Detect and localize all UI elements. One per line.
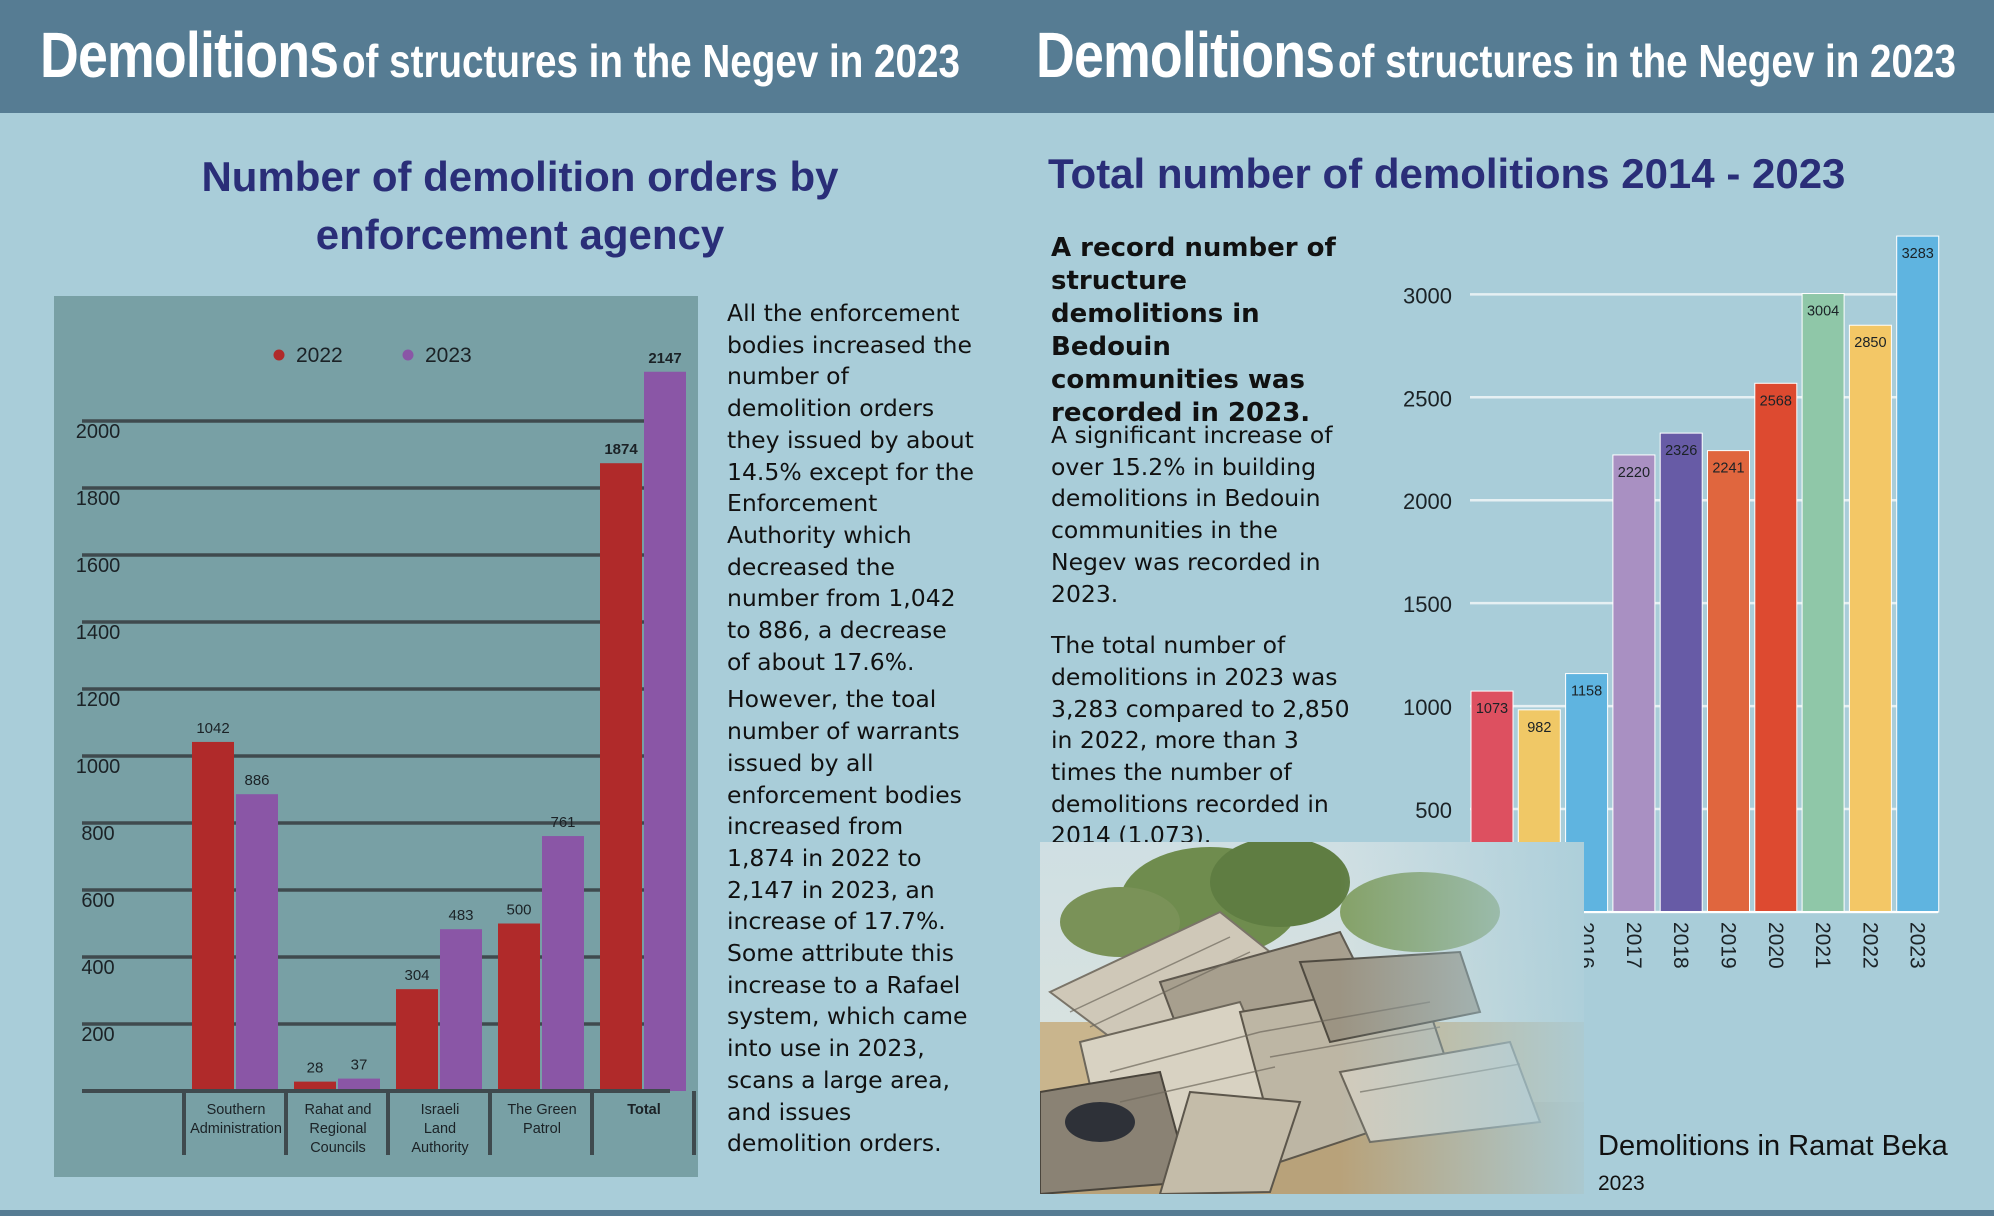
right-lead-text: A record number of structure demolitions…: [1051, 233, 1336, 428]
y-tick-label: 1500: [1403, 592, 1452, 617]
category-label: Southern: [207, 1102, 266, 1118]
left-body-text: All the enforcement bodies increased the…: [727, 298, 975, 1160]
x-tick-label: 2021: [1811, 922, 1834, 969]
header-bar: [0, 0, 1994, 113]
bar-value-label: 1158: [1571, 684, 1602, 700]
year-bar: [1612, 454, 1656, 913]
category-label: Administration: [190, 1121, 282, 1137]
y-tick-label: 2500: [1403, 386, 1452, 411]
y-tick-label: 1800: [76, 488, 121, 510]
agency-bar-chart: 200 400 600 800 1000 1200 1400 1600 1800 2000 2022…: [54, 296, 698, 1177]
year-bar: [1754, 382, 1798, 913]
left-paragraph-1: All the enforcement bodies increased the…: [727, 299, 974, 676]
year-bar: [1801, 293, 1845, 913]
bar-2023: [644, 371, 686, 1091]
y-tick-label: 1000: [1403, 695, 1452, 720]
legend-label: 2022: [296, 344, 343, 367]
right-paragraph-1: A significant increase of over 15.2% in …: [1051, 421, 1333, 608]
y-tick-label: 600: [81, 890, 114, 912]
category-label: The Green: [507, 1102, 576, 1118]
bar-value-label: 304: [404, 967, 429, 984]
y-tick-label: 2000: [76, 421, 121, 443]
y-tick-label: 1400: [76, 622, 121, 644]
photo-caption: Demolitions in Ramat Beka: [1598, 1130, 1948, 1162]
bar-value-label: 982: [1527, 720, 1551, 736]
bar-value-label: 37: [351, 1057, 368, 1074]
bar-value-label: 2326: [1665, 443, 1697, 459]
y-tick-label: 1000: [76, 756, 121, 778]
y-tick-label: 1200: [76, 689, 121, 711]
x-tick-label: 2018: [1669, 922, 1692, 969]
bar-2023: [440, 929, 482, 1091]
y-tick-label: 3000: [1403, 283, 1452, 308]
category-label: Land: [424, 1121, 456, 1137]
bar-value-label: 1874: [604, 441, 638, 458]
demolition-photo: [1040, 842, 1584, 1194]
year-bar: [1848, 324, 1892, 913]
category-label: Israeli: [421, 1102, 460, 1118]
left-header-title-sub: of structures in the Negev in 2023: [341, 35, 960, 87]
bar-value-label: 483: [448, 907, 473, 924]
right-paragraph-2: The total number of demolitions in 2023 …: [1051, 631, 1350, 850]
bar-2022: [192, 741, 234, 1091]
left-paragraph-2: However, the toal number of warrants iss…: [727, 685, 968, 1158]
x-tick-label: 2023: [1906, 922, 1929, 969]
left-header-title: Demolitions of structures in the Negev i…: [40, 18, 960, 98]
photo-caption-year: 2023: [1598, 1172, 1645, 1195]
year-bar: [1896, 235, 1940, 913]
y-tick-label: 800: [81, 823, 114, 845]
bar-2022: [396, 989, 438, 1091]
category-label: Councils: [310, 1140, 366, 1156]
right-header-title: Demolitions of structures in the Negev i…: [1036, 18, 1956, 98]
right-header-title-sub: of structures in the Negev in 2023: [1337, 35, 1956, 87]
left-chart-title-line2: enforcement agency: [315, 211, 725, 258]
right-chart-title: Total number of demolitions 2014 - 2023: [1048, 150, 1846, 197]
bar-value-label: 2220: [1618, 465, 1650, 481]
bottom-rule: [0, 1210, 1994, 1216]
chart-plot-area: [54, 296, 698, 1177]
bar-value-label: 2241: [1712, 461, 1744, 477]
y-tick-label: 400: [81, 957, 114, 979]
left-header-title-main: Demolitions: [40, 19, 339, 91]
right-body-text: A significant increase of over 15.2% in …: [1051, 420, 1351, 852]
bar-2022: [600, 463, 642, 1091]
bar-value-label: 500: [506, 902, 531, 919]
y-tick-label: 1600: [76, 555, 121, 577]
y-tick-label: 500: [1415, 798, 1452, 823]
right-header-title-main: Demolitions: [1036, 19, 1335, 91]
left-chart-title-line1: Number of demolition orders by: [201, 153, 839, 200]
bar-value-label: 2147: [648, 350, 681, 367]
year-bar: [1707, 450, 1750, 913]
x-tick-label: 2022: [1858, 922, 1881, 969]
y-tick-label: 200: [81, 1024, 114, 1046]
bar-value-label: 761: [550, 814, 575, 831]
bar-value-label: 3004: [1807, 304, 1839, 320]
category-label: Authority: [411, 1140, 469, 1156]
legend-marker: [273, 349, 285, 361]
year-bar: [1659, 432, 1703, 913]
bar-value-label: 1042: [196, 720, 229, 737]
bar-value-label: 2850: [1854, 335, 1886, 351]
bar-value-label: 1073: [1476, 701, 1508, 717]
category-label: Patrol: [523, 1121, 561, 1137]
legend-label: 2023: [425, 344, 472, 367]
legend-marker: [402, 349, 414, 361]
bar-value-label: 28: [307, 1060, 324, 1077]
bar-2023: [236, 794, 278, 1091]
x-tick-label: 2017: [1622, 922, 1645, 969]
bar-2022: [498, 923, 540, 1091]
bar-2023: [542, 836, 584, 1091]
category-label: Regional: [309, 1121, 366, 1137]
y-tick-label: 2000: [1403, 489, 1452, 514]
bar-2022: [294, 1081, 336, 1091]
category-label: Rahat and: [305, 1102, 372, 1118]
category-label: Total: [627, 1102, 661, 1118]
bar-value-label: 2568: [1760, 393, 1792, 409]
x-tick-label: 2019: [1717, 922, 1740, 969]
bar-value-label: 3283: [1902, 246, 1934, 262]
left-chart-title: Number of demolition orders by enforceme…: [120, 148, 920, 264]
bar-value-label: 886: [244, 772, 269, 789]
x-tick-label: 2020: [1764, 922, 1787, 969]
bar-2023: [338, 1078, 380, 1091]
